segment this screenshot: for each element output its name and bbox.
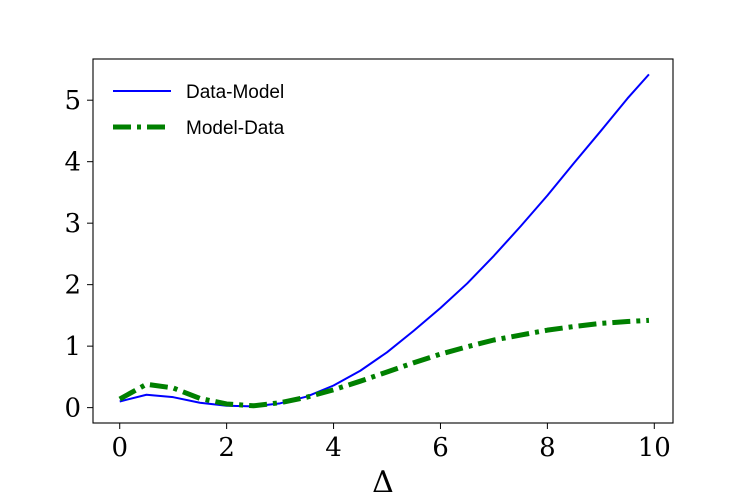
y-tick-label: 3 <box>64 209 81 239</box>
series-layer <box>118 73 650 409</box>
x-tick-label: 8 <box>539 433 556 463</box>
y-tick-label: 4 <box>64 148 81 178</box>
legend-label-model-data: Model-Data <box>186 118 285 139</box>
y-axis-ticks: 0 1 2 3 4 5 <box>64 86 93 424</box>
x-tick-label: 0 <box>111 433 128 463</box>
x-tick-label: 10 <box>638 433 671 463</box>
plot-area <box>92 58 674 424</box>
y-tick-label: 2 <box>64 271 81 301</box>
x-axis-ticks: 0 2 4 6 8 10 <box>111 423 671 463</box>
x-axis-label: Δ <box>372 465 394 498</box>
x-tick-label: 6 <box>432 433 449 463</box>
series-line-data-model <box>119 73 650 408</box>
legend: Data-Model Model-Data <box>113 82 285 139</box>
y-tick-label: 0 <box>64 394 81 424</box>
y-tick-label: 5 <box>64 86 81 116</box>
x-tick-label: 2 <box>218 433 235 463</box>
legend-label-data-model: Data-Model <box>186 82 284 103</box>
x-tick-label: 4 <box>325 433 342 463</box>
y-tick-label: 1 <box>64 332 81 362</box>
series-line-model-data <box>118 317 650 409</box>
